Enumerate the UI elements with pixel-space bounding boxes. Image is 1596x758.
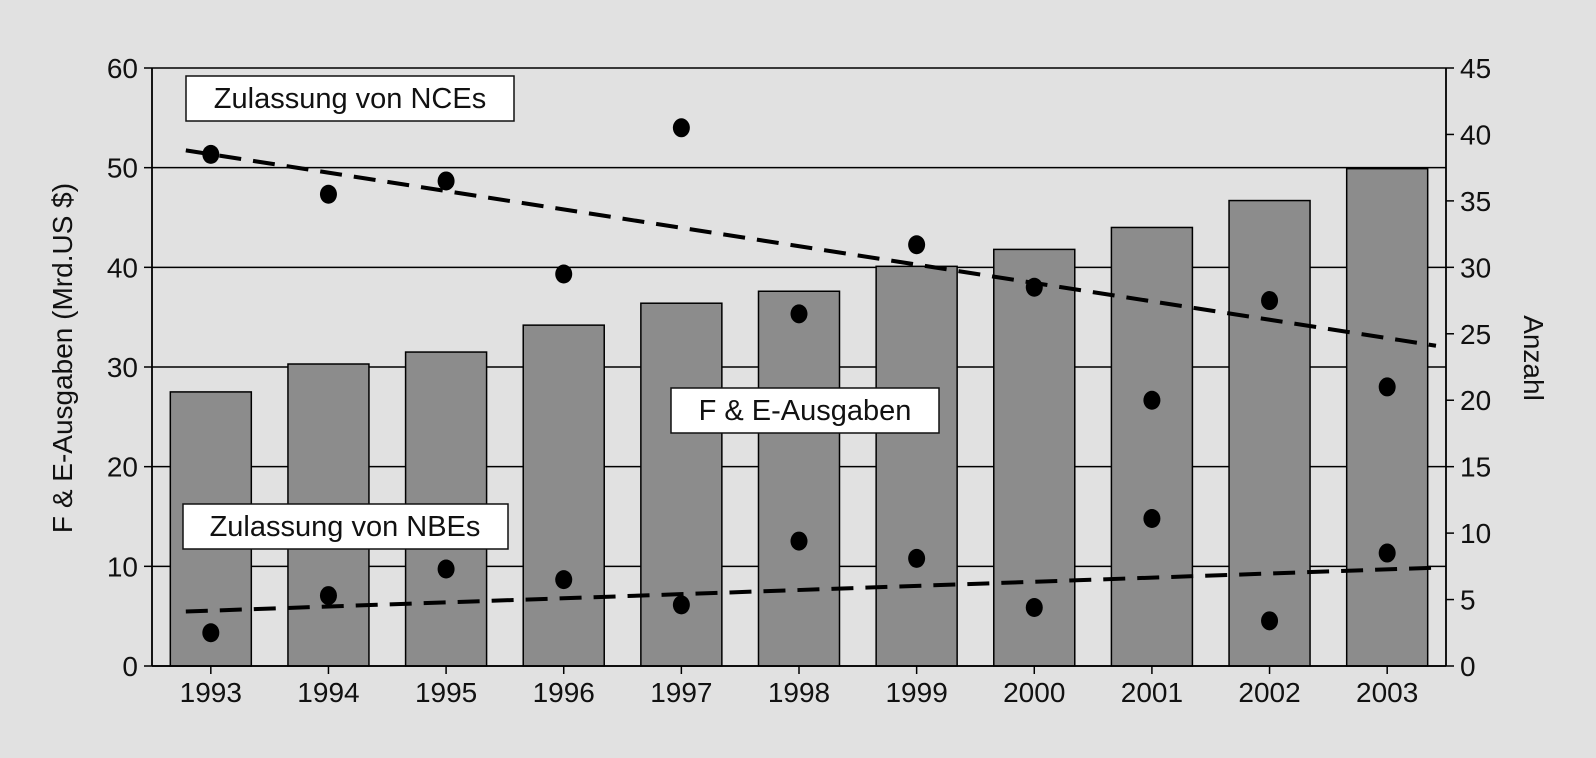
x-tick-label: 2000 — [1003, 677, 1065, 708]
nce-point-2002 — [1261, 291, 1279, 311]
nbe-point-1993 — [202, 623, 220, 643]
nbe-point-1999 — [908, 548, 926, 568]
x-tick-label: 2003 — [1356, 677, 1418, 708]
nce-point-1996 — [555, 264, 573, 284]
x-tick-label: 1998 — [768, 677, 830, 708]
expenditure-label: F & E-Ausgaben — [699, 395, 912, 427]
nce-point-1999 — [908, 235, 926, 255]
y2-tick-label: 0 — [1460, 651, 1476, 682]
bar-2001 — [1110, 226, 1194, 667]
nbe-label-box: Zulassung von NBEs — [182, 503, 509, 550]
y2-tick-label: 35 — [1460, 186, 1491, 217]
nce-point-1997 — [672, 118, 690, 138]
expenditure-label-box: F & E-Ausgaben — [670, 387, 940, 434]
nbe-point-2003 — [1378, 543, 1396, 563]
y-tick-label: 20 — [107, 452, 138, 483]
nbe-point-1994 — [319, 586, 337, 606]
nce-trendline — [185, 148, 1437, 348]
nbe-point-2002 — [1261, 611, 1279, 631]
nbe-point-2001 — [1143, 508, 1161, 528]
y2-tick-label: 40 — [1460, 119, 1491, 150]
y2-tick-label: 25 — [1460, 319, 1491, 350]
nce-point-1994 — [319, 184, 337, 204]
bar-2000 — [993, 248, 1076, 667]
nbe-point-1998 — [790, 531, 808, 551]
y2-tick-label: 45 — [1460, 53, 1491, 84]
x-tick-label: 2002 — [1238, 677, 1300, 708]
nbe-point-1995 — [437, 559, 455, 579]
y-tick-label: 50 — [107, 153, 138, 184]
nce-point-2001 — [1143, 390, 1161, 410]
nce-point-2003 — [1378, 377, 1396, 397]
nce-point-1998 — [790, 304, 808, 324]
nbe-trendline — [185, 565, 1437, 614]
x-tick-label: 1999 — [885, 677, 947, 708]
nce-point-1993 — [202, 144, 220, 164]
points — [202, 118, 1396, 643]
bar-1996 — [522, 324, 605, 667]
x-tick-label: 1993 — [180, 677, 242, 708]
nce-point-2000 — [1025, 277, 1043, 297]
bar-1998 — [757, 290, 841, 667]
y2-tick-label: 15 — [1460, 452, 1491, 483]
x-tick-label: 2001 — [1121, 677, 1183, 708]
y-tick-label: 60 — [107, 53, 138, 84]
y2-tick-label: 10 — [1460, 518, 1491, 549]
y2-tick-label: 5 — [1460, 585, 1476, 616]
nce-point-1995 — [437, 171, 455, 191]
y-tick-label: 40 — [107, 252, 138, 283]
bar-1999 — [875, 265, 958, 667]
x-tick-label: 1994 — [297, 677, 359, 708]
y-tick-label: 10 — [107, 551, 138, 582]
nbe-point-2000 — [1025, 598, 1043, 618]
nbe-point-1996 — [555, 570, 573, 590]
y2-tick-label: 20 — [1460, 385, 1491, 416]
y-axis-title: F & E-Ausgaben (Mrd.US $) — [47, 183, 78, 533]
y-tick-label: 0 — [122, 651, 138, 682]
bar-2002 — [1228, 199, 1311, 667]
tick-labels: 0 10 20 30 40 50 60 0 5 10 15 20 25 30 35 40 45 1993 1994 1… — [107, 53, 1491, 708]
y2-tick-label: 30 — [1460, 252, 1491, 283]
x-tick-label: 1997 — [650, 677, 712, 708]
nbe-point-1997 — [672, 595, 690, 615]
bar-2003 — [1345, 167, 1429, 667]
nbe-label: Zulassung von NBEs — [210, 511, 481, 543]
x-tick-label: 1996 — [533, 677, 595, 708]
trendlines — [185, 148, 1437, 614]
y2-axis-title: Anzahl — [1518, 315, 1549, 401]
x-tick-label: 1995 — [415, 677, 477, 708]
y-tick-label: 30 — [107, 352, 138, 383]
nce-label: Zulassung von NCEs — [214, 83, 486, 115]
nce-label-box: Zulassung von NCEs — [185, 75, 515, 122]
